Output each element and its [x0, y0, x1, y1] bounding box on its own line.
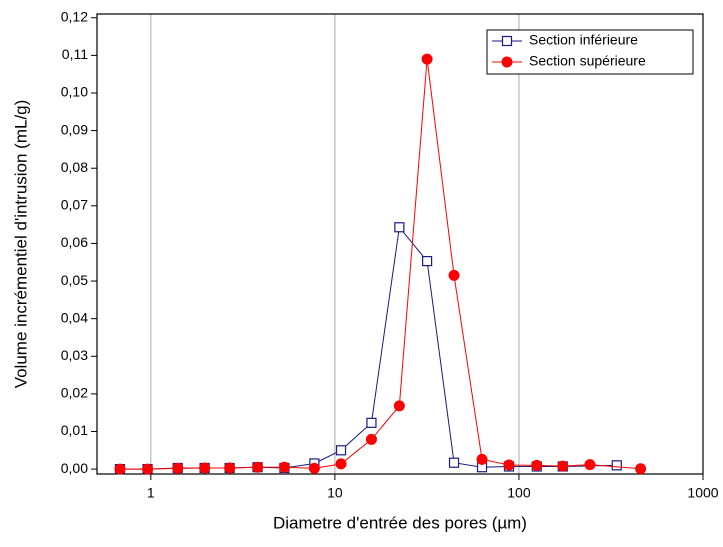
y-tick-label: 0,06: [61, 234, 88, 250]
marker: [584, 459, 596, 471]
legend: Section inférieure Section supérieure: [486, 29, 694, 75]
legend-box: [486, 29, 694, 75]
marker: [557, 460, 569, 472]
marker: [308, 462, 320, 474]
series: [114, 53, 647, 475]
x-tick-label: 1: [147, 485, 155, 501]
legend-label: Section supérieure: [529, 53, 646, 69]
marker: [278, 461, 290, 473]
y-tick-label: 0,08: [61, 159, 88, 175]
y-tick-label: 0,05: [61, 272, 88, 288]
plot-frame: [96, 13, 704, 475]
marker: [635, 463, 647, 475]
y-tick-label: 0,11: [62, 46, 88, 62]
legend-label: Section inférieure: [529, 32, 638, 48]
y-tick-label: 0,00: [61, 460, 88, 476]
marker: [501, 35, 513, 47]
y-tick-label: 0,03: [61, 347, 88, 363]
marker: [335, 445, 347, 456]
y-tick-label: 0,09: [61, 121, 88, 137]
series-line: [119, 59, 641, 470]
x-tick-label: 10: [327, 485, 343, 501]
marker: [172, 462, 184, 474]
marker: [448, 457, 460, 468]
y-axis-title: Volume incrémentiel d'intrusion (mL/g): [11, 100, 30, 389]
y-tick-label: 0,02: [61, 385, 88, 401]
marker: [422, 256, 433, 267]
y-tick-label: 0,10: [61, 84, 88, 100]
x-tick-label: 1000: [687, 485, 718, 501]
x-axis-title: Diametre d'entrée des pores (µm): [273, 513, 527, 532]
series-line: [119, 226, 617, 470]
y-tick-label: 0,12: [61, 8, 88, 24]
marker: [224, 462, 236, 474]
marker: [448, 269, 460, 281]
marker: [394, 222, 405, 233]
marker: [114, 463, 126, 475]
marker: [531, 459, 543, 471]
marker: [252, 461, 264, 473]
y-tick-label: 0,01: [61, 422, 88, 438]
y-tick-label: 0,04: [61, 309, 88, 325]
marker: [366, 417, 377, 428]
y-tick-label: 0,07: [61, 197, 88, 213]
marker: [503, 459, 515, 471]
marker: [611, 460, 622, 471]
marker: [501, 56, 513, 68]
marker: [393, 400, 405, 412]
marker: [365, 433, 377, 445]
marker: [142, 463, 154, 475]
marker: [421, 53, 433, 65]
marker: [476, 453, 488, 465]
marker: [335, 458, 347, 470]
x-tick-label: 100: [507, 485, 531, 501]
marker: [199, 462, 211, 474]
